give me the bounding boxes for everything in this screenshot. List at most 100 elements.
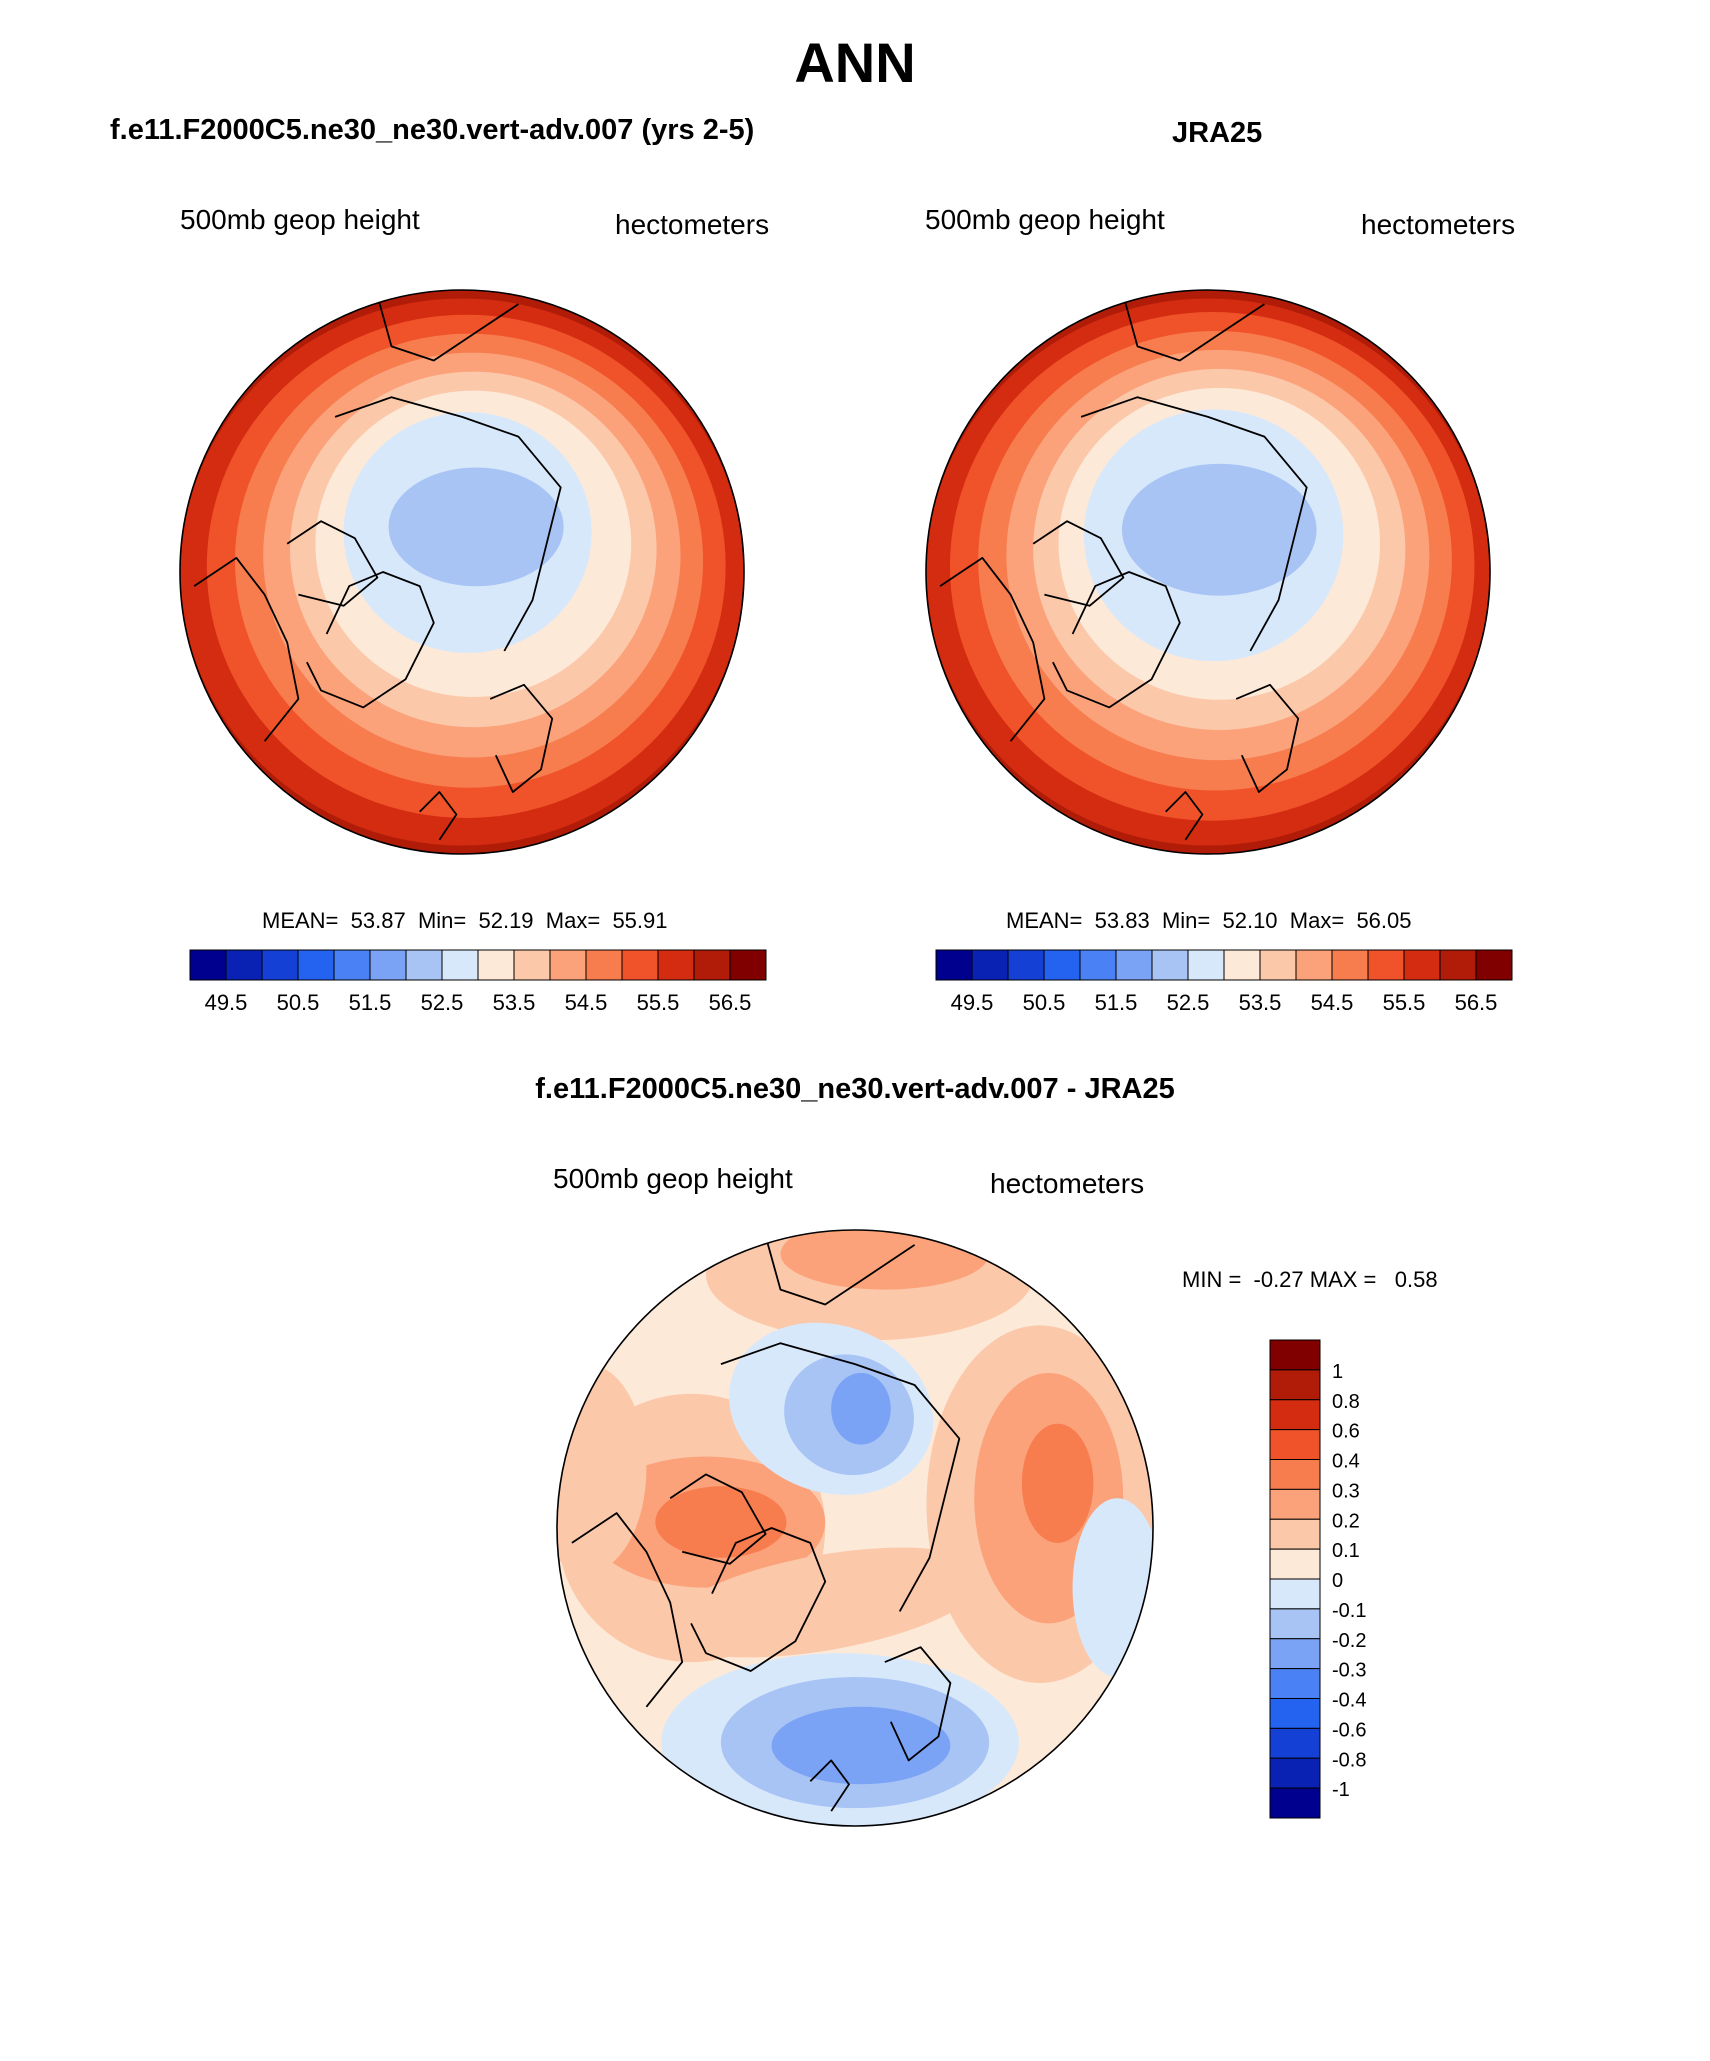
diff-colorbar-swatch-7 xyxy=(1269,1548,1321,1580)
diff-colorbar-tick-2: 0.6 xyxy=(1332,1421,1360,1443)
panel-title-obs: JRA25 xyxy=(1172,117,1263,149)
diff-colorbar-swatch-4 xyxy=(1269,1459,1321,1490)
obs-colorbar-swatch-9 xyxy=(1259,949,1297,981)
diff-stats: MIN = -0.27 MAX = 0.58 xyxy=(1182,1267,1438,1292)
obs-colorbar-tick-4: 53.5 xyxy=(1239,990,1282,1015)
diff-coastline-2 xyxy=(571,1512,684,1708)
diff-contour-8 xyxy=(663,1547,987,1658)
obs-colorbar-swatch-0 xyxy=(935,949,973,981)
obs-units-label: hectometers xyxy=(1361,209,1516,240)
model-colorbar-swatch-2 xyxy=(261,949,299,981)
model-colorbar-tick-7: 56.5 xyxy=(709,990,752,1015)
obs-max-label: Max= xyxy=(1289,908,1345,933)
obs-colorbar-swatch-8 xyxy=(1223,949,1261,981)
obs-band-7 xyxy=(1121,463,1317,596)
model-colorbar: 49.5 50.5 51.5 52.5 53.5 54.5 55.5 56.5 xyxy=(189,949,767,1015)
diff-colorbar-tick-12: -0.6 xyxy=(1332,1719,1366,1741)
obs-colorbar-tick-5: 54.5 xyxy=(1311,990,1354,1015)
obs-map xyxy=(926,290,1490,854)
model-colorbar-swatch-4 xyxy=(333,949,371,981)
obs-colorbar-swatch-13 xyxy=(1403,949,1441,981)
model-units-label: hectometers xyxy=(615,209,770,240)
diff-colorbar-tick-3: 0.4 xyxy=(1332,1451,1360,1473)
obs-min-value: 52.10 xyxy=(1222,908,1278,933)
diff-colorbar-tick-8: -0.1 xyxy=(1332,1600,1366,1622)
diff-colorbar-tick-10: -0.3 xyxy=(1332,1660,1366,1682)
obs-colorbar-swatch-2 xyxy=(1007,949,1045,981)
model-coastline-6 xyxy=(419,791,458,841)
obs-coastline-4 xyxy=(1122,295,1265,362)
obs-coastline-3 xyxy=(1080,396,1308,652)
model-stats: MEAN= 53.87 Min= 52.19 Max= 55.91 xyxy=(262,908,668,934)
obs-colorbar-swatch-14 xyxy=(1439,949,1477,981)
diff-colorbar-tick-1: 0.8 xyxy=(1332,1391,1360,1413)
obs-mean-label: MEAN= xyxy=(1006,908,1083,933)
diff-coastline-3 xyxy=(720,1342,961,1612)
obs-coastline-6 xyxy=(1165,791,1204,841)
diff-colorbar-swatch-13 xyxy=(1269,1727,1321,1759)
obs-coastline-5 xyxy=(1235,683,1300,793)
diff-contour-5 xyxy=(1021,1423,1094,1543)
model-max-label: Max= xyxy=(545,908,601,933)
model-colorbar-tick-2: 51.5 xyxy=(349,990,392,1015)
model-colorbar-swatch-8 xyxy=(477,949,515,981)
obs-colorbar-tick-6: 55.5 xyxy=(1383,990,1426,1015)
obs-colorbar-swatch-1 xyxy=(971,949,1009,981)
diff-colorbar-swatch-12 xyxy=(1269,1698,1321,1729)
diff-colorbar-tick-6: 0.1 xyxy=(1332,1540,1360,1562)
model-mean-label: MEAN= xyxy=(262,908,339,933)
model-colorbar-tick-0: 49.5 xyxy=(205,990,248,1015)
diff-variable-label: 500mb geop height xyxy=(553,1163,793,1194)
diff-contour-11 xyxy=(831,1373,891,1445)
diff-colorbar-tick-5: 0.2 xyxy=(1332,1510,1360,1532)
obs-colorbar-tick-3: 52.5 xyxy=(1167,990,1210,1015)
model-colorbar-tick-3: 52.5 xyxy=(421,990,464,1015)
diff-coastline-5 xyxy=(884,1646,952,1762)
obs-colorbar-tick-0: 49.5 xyxy=(951,990,994,1015)
model-colorbar-swatch-12 xyxy=(621,949,659,981)
figure-title: ANN xyxy=(794,31,916,94)
diff-map-border xyxy=(556,1229,1154,1827)
diff-colorbar-swatch-10 xyxy=(1269,1638,1321,1670)
model-mean-value: 53.87 xyxy=(350,908,406,933)
model-colorbar-tick-5: 54.5 xyxy=(565,990,608,1015)
diff-contour-7 xyxy=(655,1486,787,1558)
model-max-value: 55.91 xyxy=(612,908,668,933)
obs-coastline-0 xyxy=(1052,571,1181,709)
model-colorbar-swatch-11 xyxy=(585,949,623,981)
diff-colorbar-tick-14: -1 xyxy=(1332,1779,1350,1801)
model-colorbar-tick-1: 50.5 xyxy=(277,990,320,1015)
model-colorbar-swatch-3 xyxy=(297,949,335,981)
model-coastline-0 xyxy=(306,571,435,709)
obs-colorbar-tick-7: 56.5 xyxy=(1455,990,1498,1015)
obs-colorbar-swatch-15 xyxy=(1475,949,1513,981)
diff-colorbar-swatch-3 xyxy=(1269,1429,1321,1460)
model-colorbar-tick-6: 55.5 xyxy=(637,990,680,1015)
obs-colorbar-tick-1: 50.5 xyxy=(1023,990,1066,1015)
obs-min-label: Min= xyxy=(1161,908,1211,933)
diff-colorbar-tick-4: 0.3 xyxy=(1332,1480,1360,1502)
model-colorbar-swatch-14 xyxy=(693,949,731,981)
diff-colorbar-swatch-5 xyxy=(1269,1488,1321,1520)
diff-contour-14 xyxy=(771,1706,951,1785)
diff-coastline-1 xyxy=(669,1473,767,1565)
obs-colorbar-swatch-5 xyxy=(1115,949,1153,981)
obs-coastline-2 xyxy=(939,557,1046,742)
model-coastline-3 xyxy=(334,396,562,652)
model-band-7 xyxy=(388,467,564,587)
diff-colorbar-swatch-0 xyxy=(1269,1339,1321,1371)
model-colorbar-swatch-9 xyxy=(513,949,551,981)
obs-colorbar-tick-2: 51.5 xyxy=(1095,990,1138,1015)
diff-contour-1 xyxy=(780,1230,990,1290)
model-colorbar-swatch-0 xyxy=(189,949,227,981)
panel-title-model: f.e11.F2000C5.ne30_ne30.vert-adv.007 (yr… xyxy=(110,114,755,146)
diff-colorbar-swatch-6 xyxy=(1269,1518,1321,1550)
model-map xyxy=(180,290,744,854)
obs-colorbar-swatch-7 xyxy=(1187,949,1225,981)
model-variable-label: 500mb geop height xyxy=(180,204,420,235)
model-min-label: Min= xyxy=(417,908,467,933)
diff-colorbar-swatch-11 xyxy=(1269,1668,1321,1699)
diff-colorbar-tick-11: -0.4 xyxy=(1332,1690,1366,1712)
obs-map-border xyxy=(925,289,1491,855)
